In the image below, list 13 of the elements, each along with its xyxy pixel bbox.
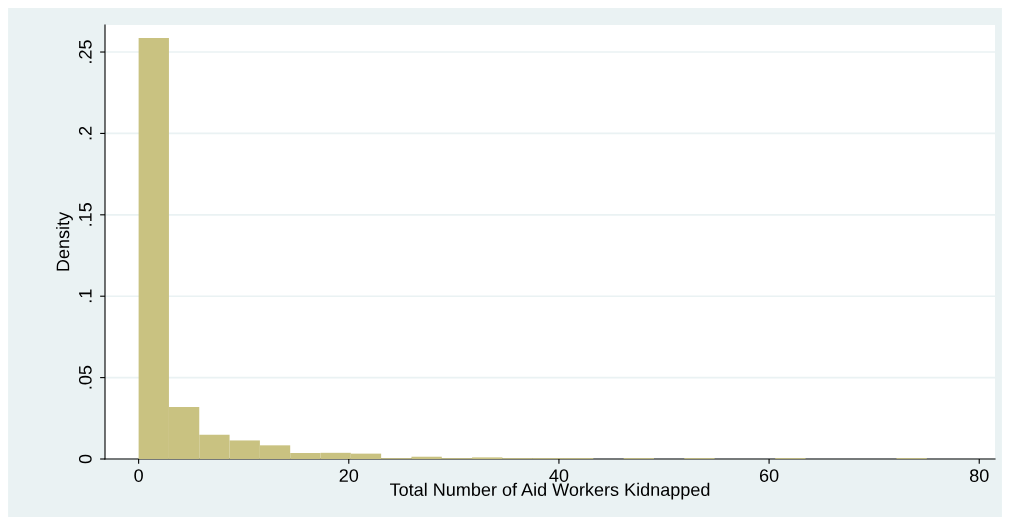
x-tick-label: 40	[549, 469, 569, 482]
y-tick-label: .25	[78, 40, 92, 63]
x-tick-label: 60	[759, 469, 779, 482]
x-tick-label: 0	[134, 469, 143, 482]
y-tick-label: 0	[78, 454, 92, 464]
x-axis-title: Total Number of Aid Workers Kidnapped	[390, 482, 710, 500]
y-axis-title: Density	[56, 211, 73, 271]
x-tick-label: 80	[969, 469, 989, 482]
x-tick-label: 20	[339, 469, 359, 482]
y-tick-label: .2	[78, 126, 92, 140]
y-tick-label: .05	[78, 365, 92, 389]
y-tick-label: .1	[79, 289, 92, 303]
y-tick-label: .15	[79, 203, 92, 226]
